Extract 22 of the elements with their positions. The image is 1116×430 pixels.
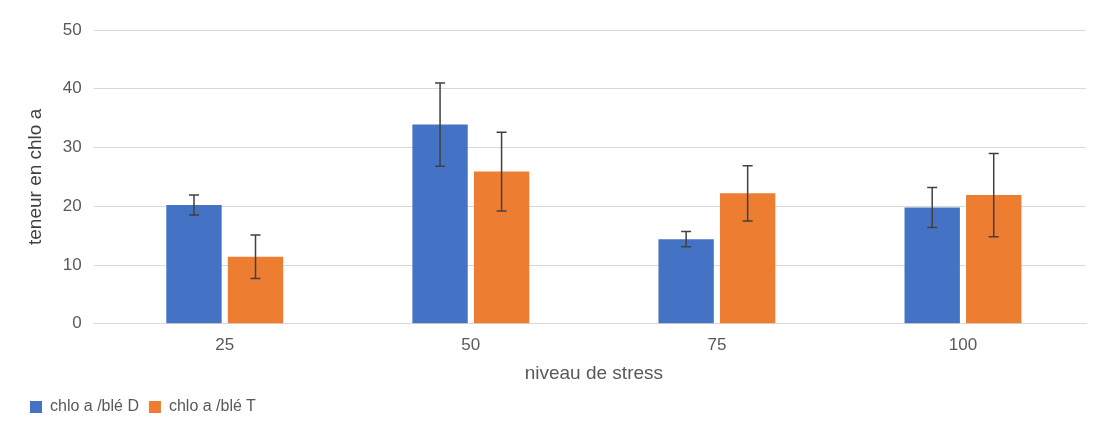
bar [473, 171, 530, 324]
y-tick-label: 30 [62, 137, 82, 157]
bar [227, 256, 284, 324]
bar [658, 239, 714, 324]
bar [166, 205, 222, 324]
bar [412, 124, 468, 324]
bar [719, 193, 776, 324]
x-tick-label: 50 [461, 334, 481, 354]
y-tick-label: 0 [72, 313, 82, 333]
y-tick-label: 20 [62, 195, 82, 215]
legend-label: chlo a /blé D [50, 397, 139, 415]
y-tick-label: 40 [62, 78, 82, 98]
x-tick-label: 100 [948, 334, 978, 354]
y-tick-label: 50 [62, 19, 82, 39]
legend-label: chlo a /blé T [168, 397, 257, 415]
y-axis-title: teneur en chlo a [23, 108, 45, 246]
bar [966, 195, 1022, 324]
bar [904, 207, 960, 324]
y-tick-label: 10 [62, 254, 82, 274]
x-tick-label: 75 [707, 334, 727, 354]
x-tick-label: 25 [215, 334, 235, 354]
x-axis-title: niveau de stress [524, 361, 664, 383]
